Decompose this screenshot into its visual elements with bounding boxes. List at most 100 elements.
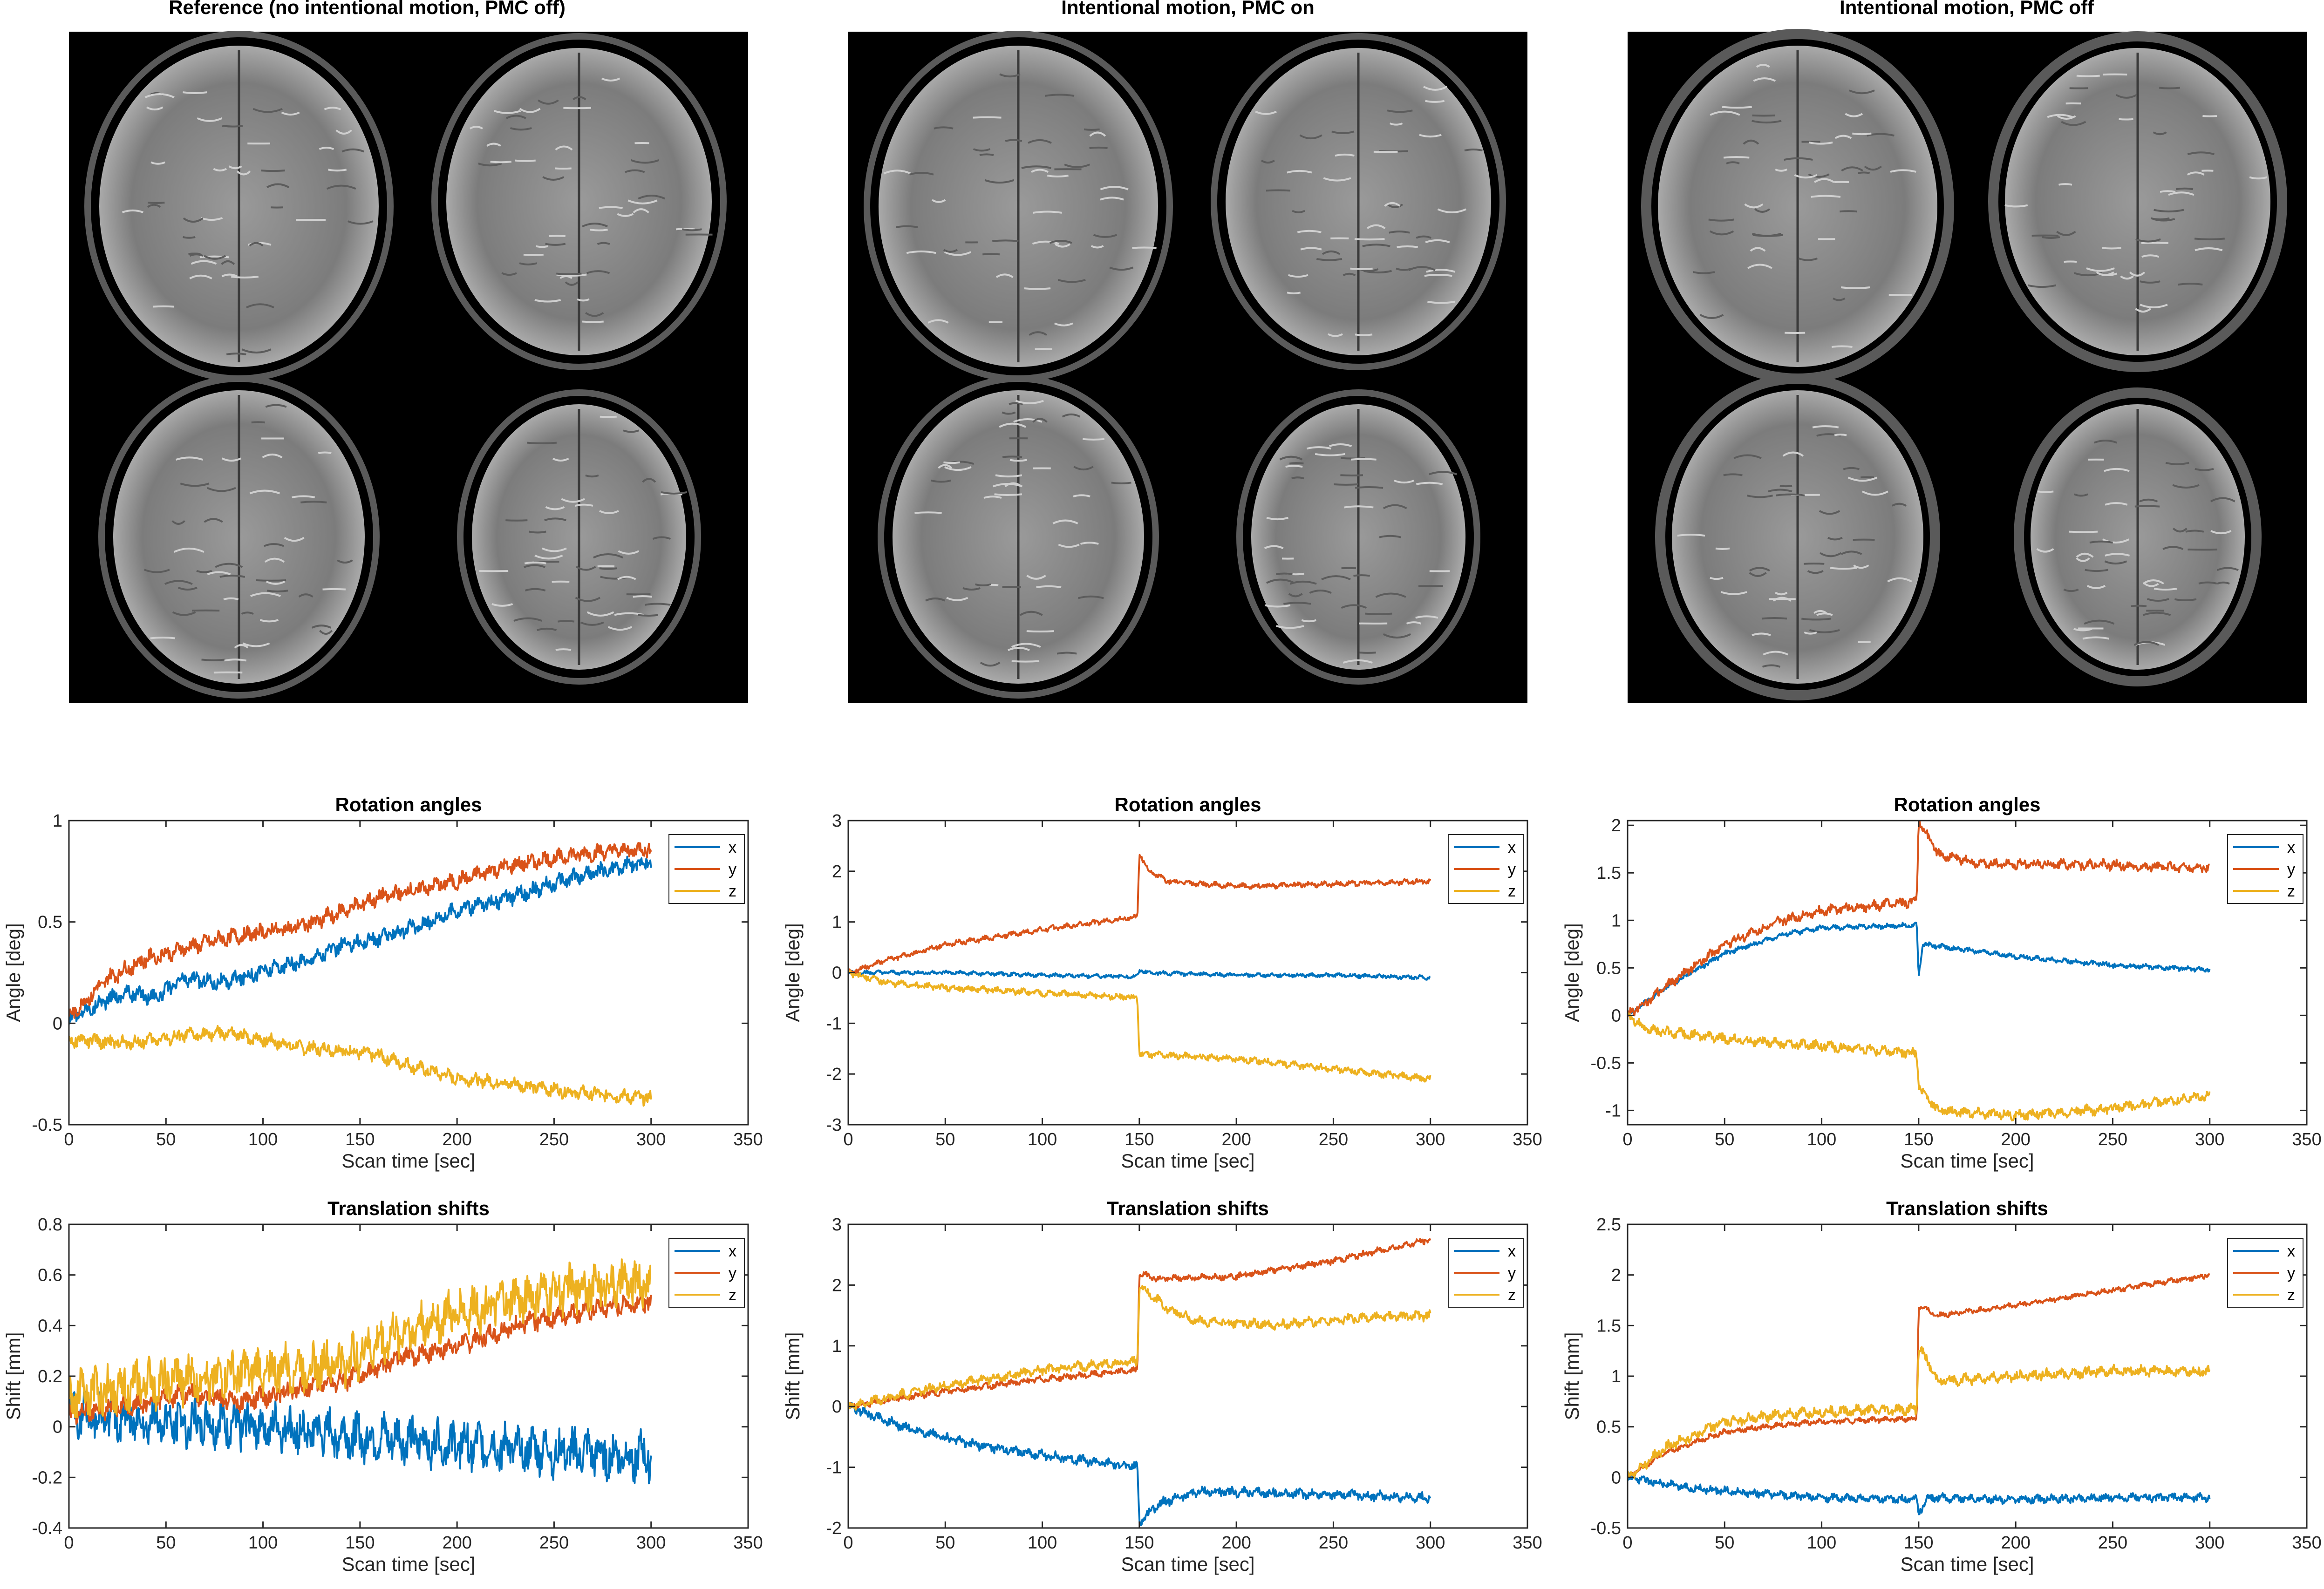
y-axis-label: Angle [deg] <box>2 923 24 1022</box>
series-line-x <box>69 856 652 1025</box>
brain-gyrus <box>318 451 332 455</box>
brain-gyrus <box>176 456 204 461</box>
brain-gyrus <box>962 587 981 591</box>
brain-gyrus <box>1699 314 1724 319</box>
brain-gyrus <box>206 487 236 492</box>
brain-gyrus <box>1387 204 1404 208</box>
chart-6: Translation shifts 0 50 100 150 200 250 300 350 -… <box>1561 1197 2322 1575</box>
brain-gyrus <box>946 597 968 601</box>
brain-gyrus <box>1416 482 1443 485</box>
brain-gyrus <box>1291 476 1304 480</box>
y-tick-label: 0.8 <box>38 1215 62 1235</box>
brain-gyrus <box>572 96 586 101</box>
series-line-y <box>1628 1273 2210 1477</box>
brain-gyrus <box>1747 264 1772 269</box>
brain-gyrus <box>1427 300 1455 304</box>
y-tick-label: -0.2 <box>32 1468 62 1487</box>
brain-gyrus <box>2174 598 2197 601</box>
legend: xyz <box>2227 834 2304 904</box>
brain-gyrus <box>1047 175 1069 177</box>
brain-gyrus <box>525 588 546 591</box>
brain-gyrus <box>215 563 243 568</box>
chart-1: Rotation angles 0 50 100 150 200 250 300 350 -0.5… <box>2 794 763 1172</box>
brain-gyrus <box>1090 245 1104 249</box>
x-tick-label: 0 <box>1622 1533 1632 1553</box>
brain-gyrus <box>319 630 333 635</box>
x-tick-label: 0 <box>1622 1130 1632 1149</box>
brain-gyrus <box>1044 94 1075 97</box>
x-tick-label: 250 <box>1319 1533 1348 1553</box>
brain-gyrus <box>914 511 942 514</box>
brain-gyrus <box>1832 297 1846 301</box>
skull-outline <box>878 375 1159 699</box>
series-group <box>1628 1273 2211 1515</box>
brain-gyrus <box>565 281 579 286</box>
brain-gyrus <box>623 429 640 433</box>
y-tick-label: 0.6 <box>38 1266 62 1285</box>
brain-gyrus <box>147 204 161 208</box>
legend-label-y: y <box>1508 1264 1516 1282</box>
brain-gyrus <box>1752 114 1775 117</box>
y-tick-label: 0.5 <box>38 913 62 932</box>
brain-gyrus <box>552 457 569 462</box>
y-tick-label: 1 <box>832 913 842 932</box>
x-tick-label: 350 <box>733 1130 763 1149</box>
brain-gyrus <box>494 110 521 114</box>
brain-gyrus <box>1891 503 1907 507</box>
brain-gyrus <box>1033 211 1062 214</box>
brain-gyrus <box>180 482 210 487</box>
brain-gyrus <box>1746 495 1773 498</box>
brain-gyrus <box>652 536 671 540</box>
x-tick-label: 100 <box>1807 1533 1836 1553</box>
brain-gyrus <box>252 108 283 113</box>
brain-gyrus <box>264 543 285 547</box>
brain-gyrus <box>2036 548 2054 553</box>
brain-gyrus <box>242 642 270 647</box>
brain-gyrus <box>1831 345 1853 348</box>
x-axis-label: Scan time [sec] <box>1900 1150 2034 1172</box>
x-tick-label: 350 <box>733 1533 763 1553</box>
brain-gyrus <box>1264 604 1291 608</box>
brain-gyrus <box>1811 195 1841 198</box>
brain-gyrus <box>607 626 633 631</box>
brain-slice <box>1211 33 1506 370</box>
brain-gyrus <box>300 501 327 503</box>
y-tick-label: -1 <box>826 1458 842 1478</box>
brain-gyrus <box>1261 159 1275 164</box>
y-tick-label: 1 <box>1611 1367 1621 1386</box>
brain-gyrus <box>601 77 620 81</box>
brain-gyrus <box>1820 552 1842 557</box>
x-tick-label: 200 <box>2001 1130 2030 1149</box>
series-line-x <box>1628 922 2211 1015</box>
brain-gyrus <box>2187 151 2215 156</box>
brain-gyrus <box>228 165 242 170</box>
brain-gyrus <box>1808 173 1830 178</box>
brain-gyrus <box>226 353 246 355</box>
brain-slice <box>878 375 1159 699</box>
y-tick-label: 3 <box>832 1215 842 1235</box>
brain-gyrus <box>1009 459 1027 462</box>
y-tick-label: 0 <box>53 1014 62 1033</box>
image-panel-title-reference: Reference (no intentional motion, PMC of… <box>169 0 566 18</box>
brain-gyrus <box>153 305 174 308</box>
brain-gyrus <box>1424 274 1452 277</box>
brain-gyrus <box>1848 89 1875 95</box>
brain-gyrus <box>542 547 567 552</box>
brain-gyrus <box>1343 272 1356 277</box>
brain-gyrus <box>2153 131 2167 136</box>
brain-gyrus <box>1749 572 1767 577</box>
brain-gyrus <box>213 168 227 172</box>
y-tick-label: 0.2 <box>38 1367 62 1386</box>
brain-gyrus <box>1809 629 1840 633</box>
brain-gyrus <box>1726 161 1740 165</box>
brain-gyrus <box>1266 578 1295 584</box>
series-line-z <box>69 1025 652 1107</box>
brain-gyrus <box>2102 538 2130 544</box>
series-group <box>848 1238 1431 1527</box>
brain-gyrus <box>1078 595 1104 599</box>
brain-gyrus <box>259 619 279 623</box>
brain-gyrus <box>1366 224 1386 229</box>
brain-image-panels: Reference (no intentional motion, PMC of… <box>69 0 2307 703</box>
brain-gyrus <box>172 611 196 616</box>
